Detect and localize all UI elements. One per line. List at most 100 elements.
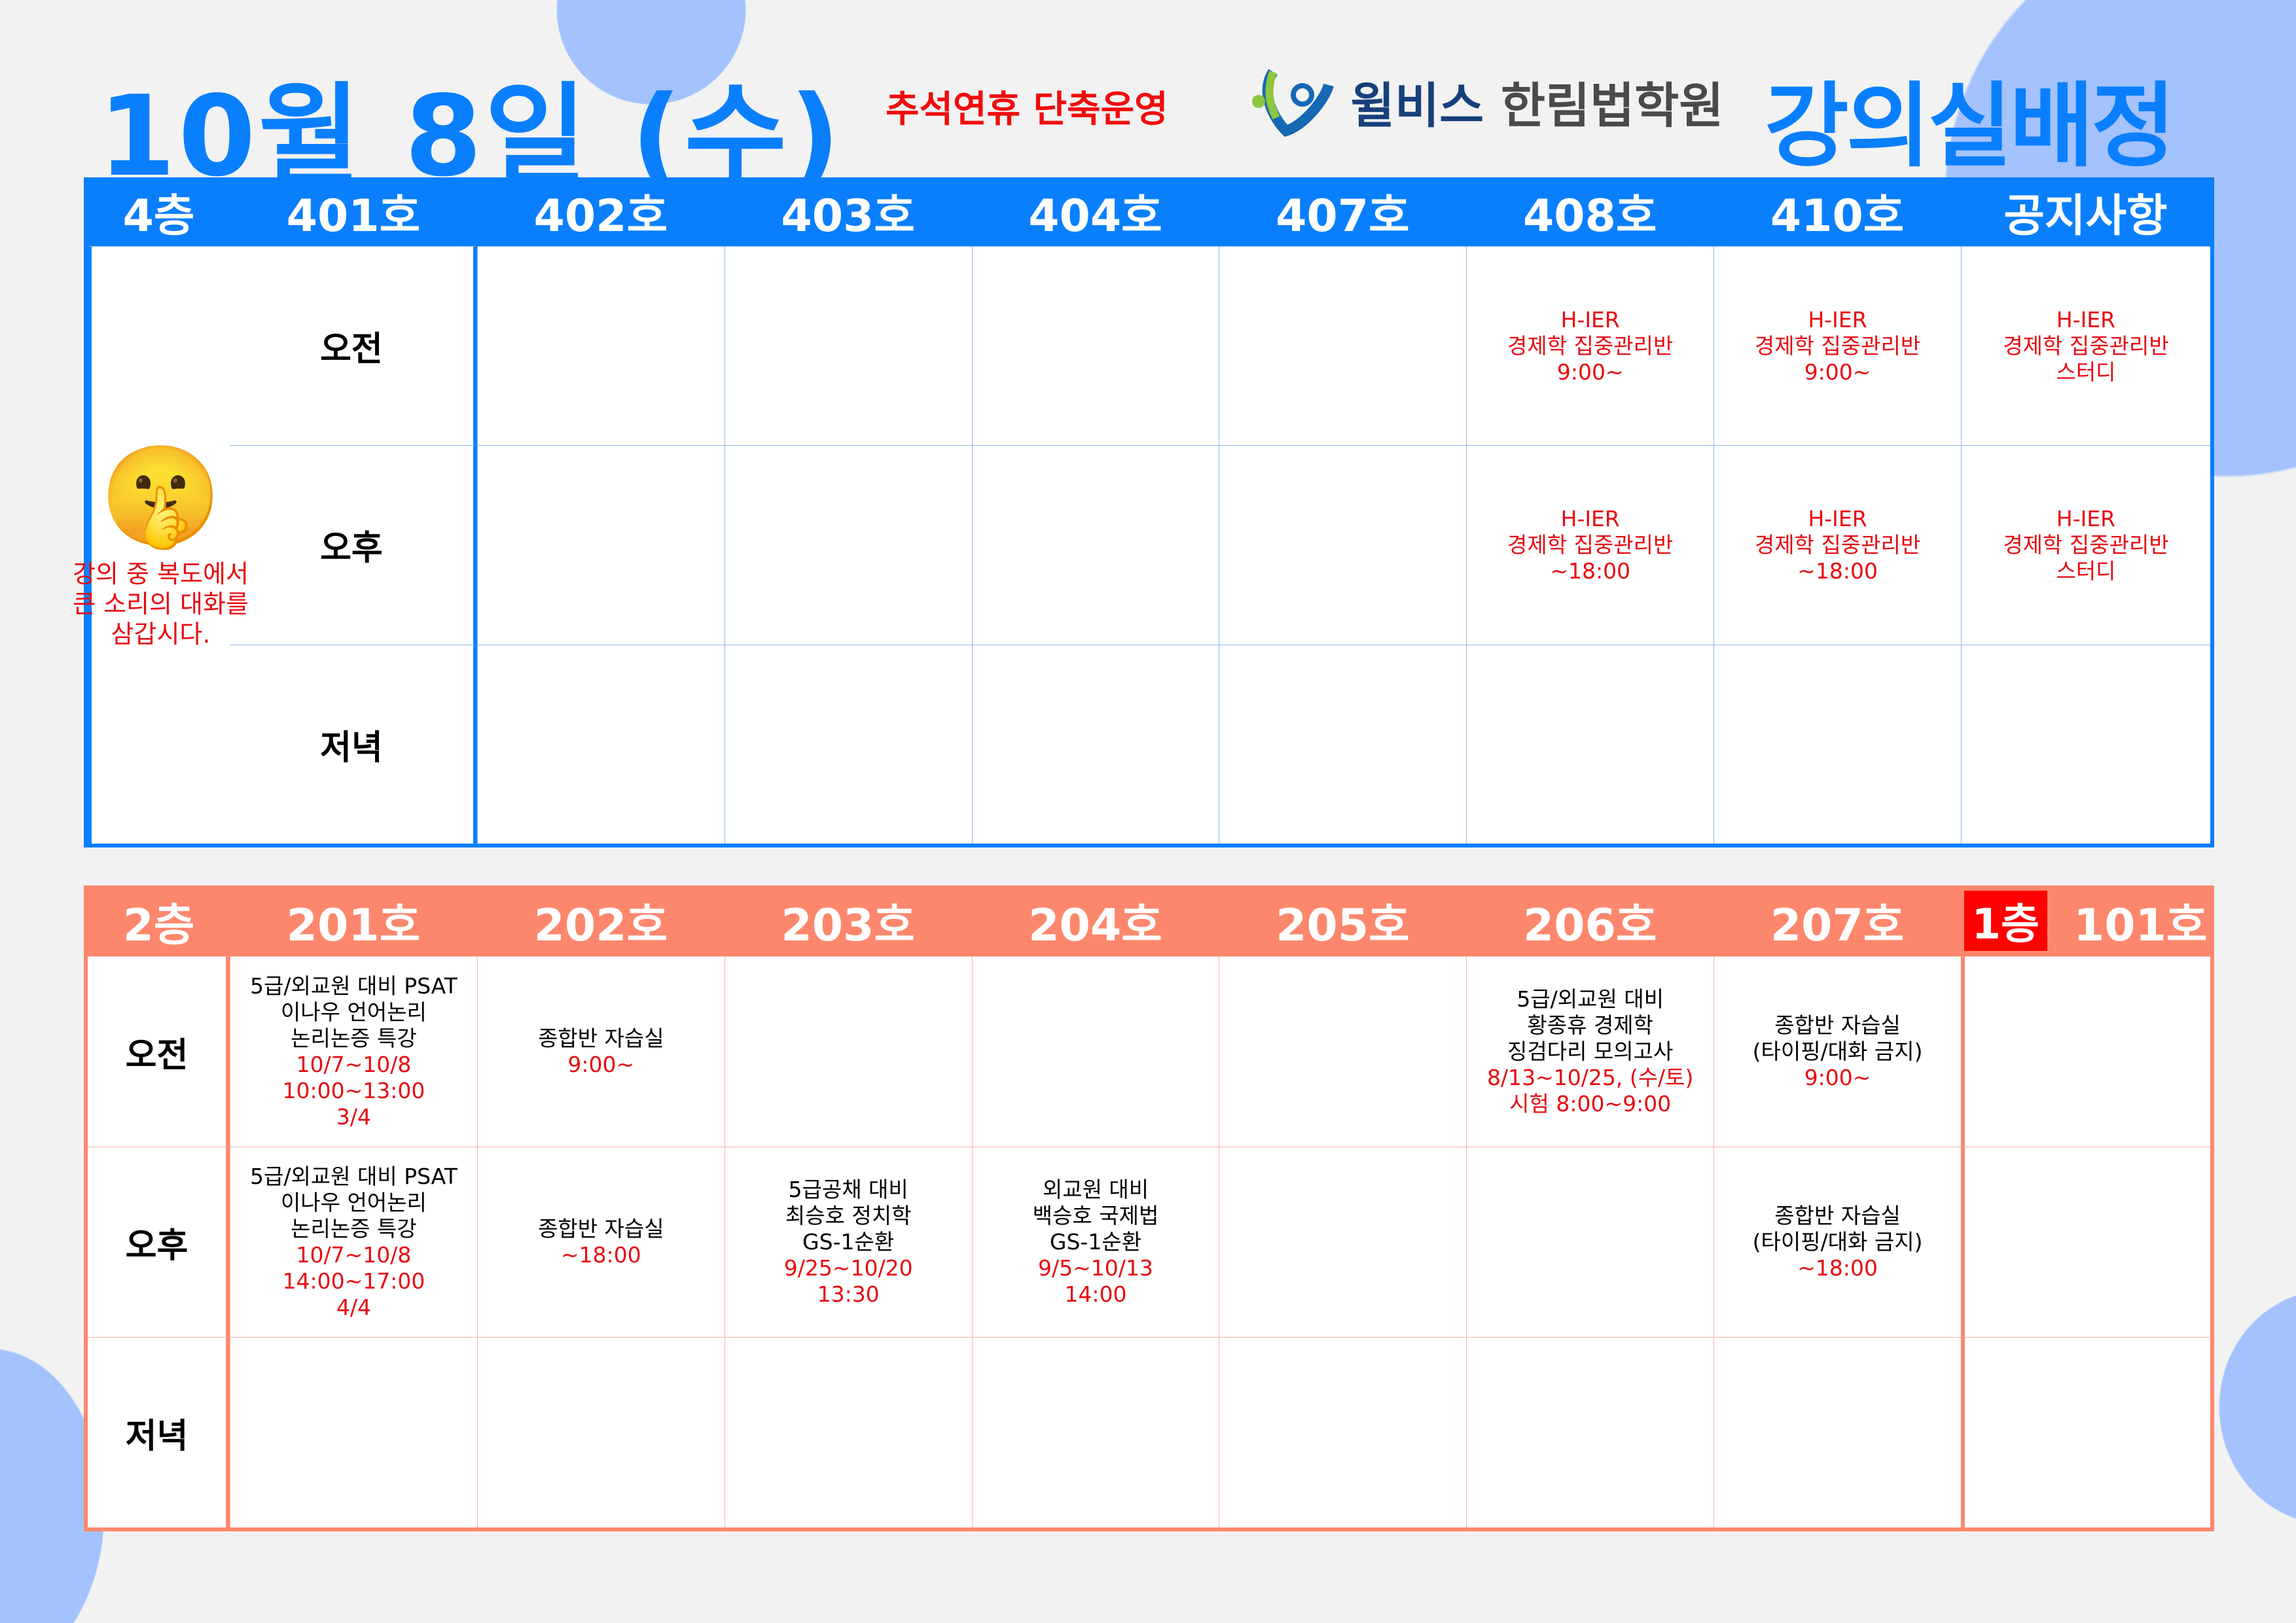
logo: 윌비스 한림법학원: [1247, 65, 1723, 137]
cell-line: 14:00~17:00: [282, 1268, 425, 1294]
floor1-header: 1층 101호: [1961, 885, 2210, 956]
cell-line: 9/5~10/13: [1038, 1255, 1153, 1281]
cell-line: 종합반 자습실: [1774, 1012, 1901, 1038]
cell-line: 최승호 정치학: [785, 1203, 912, 1228]
cell-line: 14:00: [1064, 1281, 1127, 1307]
row-label: 오후: [88, 1147, 230, 1337]
schedule-cell: [724, 644, 972, 844]
cell-line: 종합반 자습실: [1774, 1203, 1901, 1228]
cell-line: 이나우 언어논리: [280, 1190, 427, 1215]
schedule-cell: [476, 1337, 725, 1527]
cell-line: 9:00~: [1804, 1065, 1871, 1090]
cell-line: 10:00~13:00: [282, 1078, 425, 1103]
notice-line: 큰 소리의 대화를: [73, 590, 249, 618]
schedule-cell: [1466, 1337, 1714, 1527]
floor-label: 4층: [88, 177, 230, 246]
cell-line: 9/25~10/20: [783, 1255, 913, 1281]
schedule-cell: [724, 246, 972, 446]
schedule-cell: H-IER 경제학 집중관리반 스터디: [1961, 445, 2210, 645]
row-label: 오후: [230, 445, 477, 645]
room-header: 204호: [971, 885, 1219, 956]
schedule-cell: 5급/외교원 대비 PSAT 이나우 언어논리 논리논증 특강 10/7~10/8 14…: [230, 1147, 477, 1337]
notice-line: 삼갑시다.: [111, 620, 211, 649]
room-header: 206호: [1466, 885, 1714, 956]
cell-line: (타이핑/대화 금지): [1752, 1039, 1923, 1064]
cell-line: 5급/외교원 대비 PSAT: [249, 973, 457, 999]
cell-line: 이나우 언어논리: [280, 999, 427, 1025]
floor1-badge: 1층: [1964, 891, 2047, 951]
notice-panel: 🤫 강의 중 복도에서 큰 소리의 대화를 삼갑시다.: [73, 246, 249, 844]
row-label: 저녁: [230, 644, 477, 844]
schedule-cell: [476, 246, 725, 446]
schedule-cell: 종합반 자습실 ~18:00: [476, 1147, 725, 1337]
cell-line: 4/4: [336, 1294, 371, 1320]
room-header: 205호: [1219, 885, 1467, 956]
schedule-cell: 종합반 자습실 9:00~: [476, 956, 725, 1147]
schedule-cell: [724, 1337, 972, 1527]
notice-header: 공지사항: [1961, 177, 2210, 246]
schedule-cell: [1466, 1147, 1714, 1337]
schedule-cell: H-IER 경제학 집중관리반 스터디: [1961, 246, 2210, 446]
schedule-cell: [1219, 246, 1467, 446]
schedule-cell: [971, 644, 1219, 844]
cell-line: 경제학 집중관리반: [1754, 531, 1921, 558]
cell-line: H-IER: [2056, 505, 2116, 531]
schedule-cell: [971, 445, 1219, 645]
cell-line: 3/4: [336, 1104, 371, 1130]
cell-line: ~18:00: [1797, 558, 1878, 584]
schedule-cell: H-IER 경제학 집중관리반 ~18:00: [1466, 445, 1714, 645]
schedule-cell: [1961, 956, 2210, 1147]
cell-line: GS-1순환: [802, 1229, 895, 1255]
schedule-cell: [1219, 956, 1467, 1147]
room-header: 403호: [724, 177, 972, 246]
schedule-cell: [971, 246, 1219, 446]
cell-line: 논리논증 특강: [291, 1216, 417, 1241]
schedule-cell: 외교원 대비 백승호 국제법 GS-1순환 9/5~10/13 14:00: [971, 1147, 1219, 1337]
schedule-cell: [1961, 644, 2210, 844]
notice-banner: 추석연휴 단축운영: [886, 88, 1168, 131]
schedule-cell: [971, 956, 1219, 1147]
schedule-cell: [1219, 1147, 1467, 1337]
schedule-cell: [1466, 644, 1714, 844]
floor2-table: 2층 201호 202호 203호 204호 205호 206호 207호 1층 101호 오전 5급…: [84, 885, 2214, 1531]
cell-line: H-IER: [1808, 505, 1867, 531]
room-header: 404호: [971, 177, 1219, 246]
schedule-cell: [476, 445, 725, 645]
logo-text-academy: 한림법학원: [1501, 77, 1724, 134]
schedule-cell: H-IER 경제학 집중관리반 ~18:00: [1713, 445, 1961, 645]
cell-line: 5급/외교원 대비: [1516, 986, 1664, 1012]
cell-line: H-IER: [1560, 505, 1620, 531]
schedule-cell: [971, 1337, 1219, 1527]
cell-line: ~18:00: [1550, 558, 1631, 584]
cell-line: 스터디: [2056, 359, 2116, 385]
schedule-cell: H-IER 경제학 집중관리반 9:00~: [1713, 246, 1961, 446]
schedule-cell: [1219, 644, 1467, 844]
page-title: 강의실배정: [1765, 73, 2176, 180]
shushing-face-icon: 🤫: [99, 440, 222, 554]
schedule-cell: 종합반 자습실 (타이핑/대화 금지) 9:00~: [1713, 956, 1961, 1147]
room-header: 207호: [1713, 885, 1961, 956]
schedule-cell: [724, 445, 972, 645]
room-header: 202호: [476, 885, 725, 956]
cell-line: 외교원 대비: [1042, 1177, 1149, 1202]
cell-line: H-IER: [2056, 306, 2116, 332]
schedule-cell: [1219, 445, 1467, 645]
schedule-cell: 5급공채 대비 최승호 정치학 GS-1순환 9/25~10/20 13:30: [724, 1147, 972, 1337]
cell-line: (타이핑/대화 금지): [1752, 1229, 1923, 1255]
cell-line: 5급/외교원 대비 PSAT: [249, 1164, 457, 1189]
room-header: 402호: [476, 177, 725, 246]
cell-line: 황종휴 경제학: [1527, 1012, 1654, 1038]
schedule-cell: [1961, 1147, 2210, 1337]
cell-line: 9:00~: [567, 1052, 635, 1077]
willbes-logo-icon: [1252, 69, 1334, 137]
floor4-table: 4층 401호 402호 403호 404호 407호 408호 410호 공지사항 오전 H-IE…: [73, 177, 2214, 847]
cell-line: 8/13~10/25, (수/토): [1486, 1065, 1694, 1090]
cell-line: 9:00~: [1556, 359, 1624, 385]
cell-line: H-IER: [1808, 306, 1867, 332]
floor-label: 2층: [88, 885, 230, 956]
room-header: 408호: [1466, 177, 1714, 246]
cell-line: 경제학 집중관리반: [1507, 332, 1674, 359]
room-header: 401호: [230, 177, 477, 246]
schedule-cell: [1961, 1337, 2210, 1527]
schedule-cell: [230, 1337, 477, 1527]
